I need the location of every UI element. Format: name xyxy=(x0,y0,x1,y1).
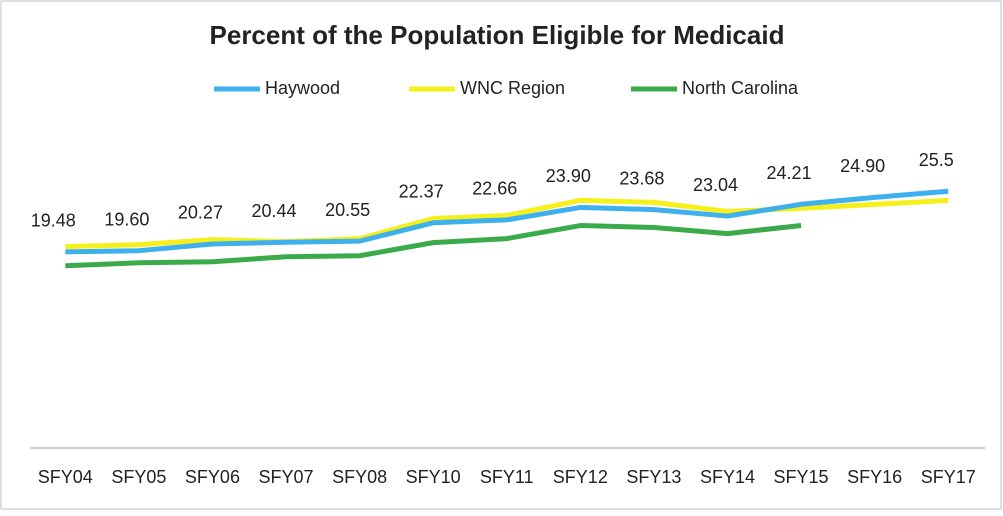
legend-label: WNC Region xyxy=(460,78,565,98)
series-line xyxy=(65,188,949,255)
x-tick-label: SFY10 xyxy=(406,467,461,487)
x-tick-label: SFY17 xyxy=(921,467,976,487)
x-tick-label: SFY04 xyxy=(38,467,93,487)
x-tick-label: SFY13 xyxy=(626,467,681,487)
x-tick-label: SFY05 xyxy=(111,467,166,487)
data-label: 20.27 xyxy=(178,203,223,223)
series-line xyxy=(65,197,949,250)
data-label: 23.68 xyxy=(619,168,664,188)
data-label: 25.5 xyxy=(919,150,954,170)
data-label: 24.21 xyxy=(767,163,812,183)
x-tick-label: SFY12 xyxy=(553,467,608,487)
x-tick-label: SFY14 xyxy=(700,467,755,487)
data-label: 22.66 xyxy=(472,179,517,199)
chart-title: Percent of the Population Eligible for M… xyxy=(210,20,785,50)
series-line xyxy=(65,223,802,269)
data-label: 22.37 xyxy=(399,182,444,202)
data-label: 24.90 xyxy=(840,156,885,176)
x-tick-label: SFY06 xyxy=(185,467,240,487)
data-label: 23.04 xyxy=(693,175,738,195)
data-label: 23.90 xyxy=(546,166,591,186)
legend-label: Haywood xyxy=(265,78,340,98)
x-tick-label: SFY11 xyxy=(480,467,534,487)
data-label: 19.60 xyxy=(104,209,149,229)
legend-label: North Carolina xyxy=(682,78,799,98)
data-label: 19.48 xyxy=(31,211,76,231)
x-tick-label: SFY15 xyxy=(774,467,829,487)
x-tick-label: SFY08 xyxy=(332,467,387,487)
data-label: 20.44 xyxy=(251,201,296,221)
x-tick-label: SFY07 xyxy=(259,467,314,487)
data-label: 20.55 xyxy=(325,200,370,220)
x-tick-label: SFY16 xyxy=(847,467,902,487)
